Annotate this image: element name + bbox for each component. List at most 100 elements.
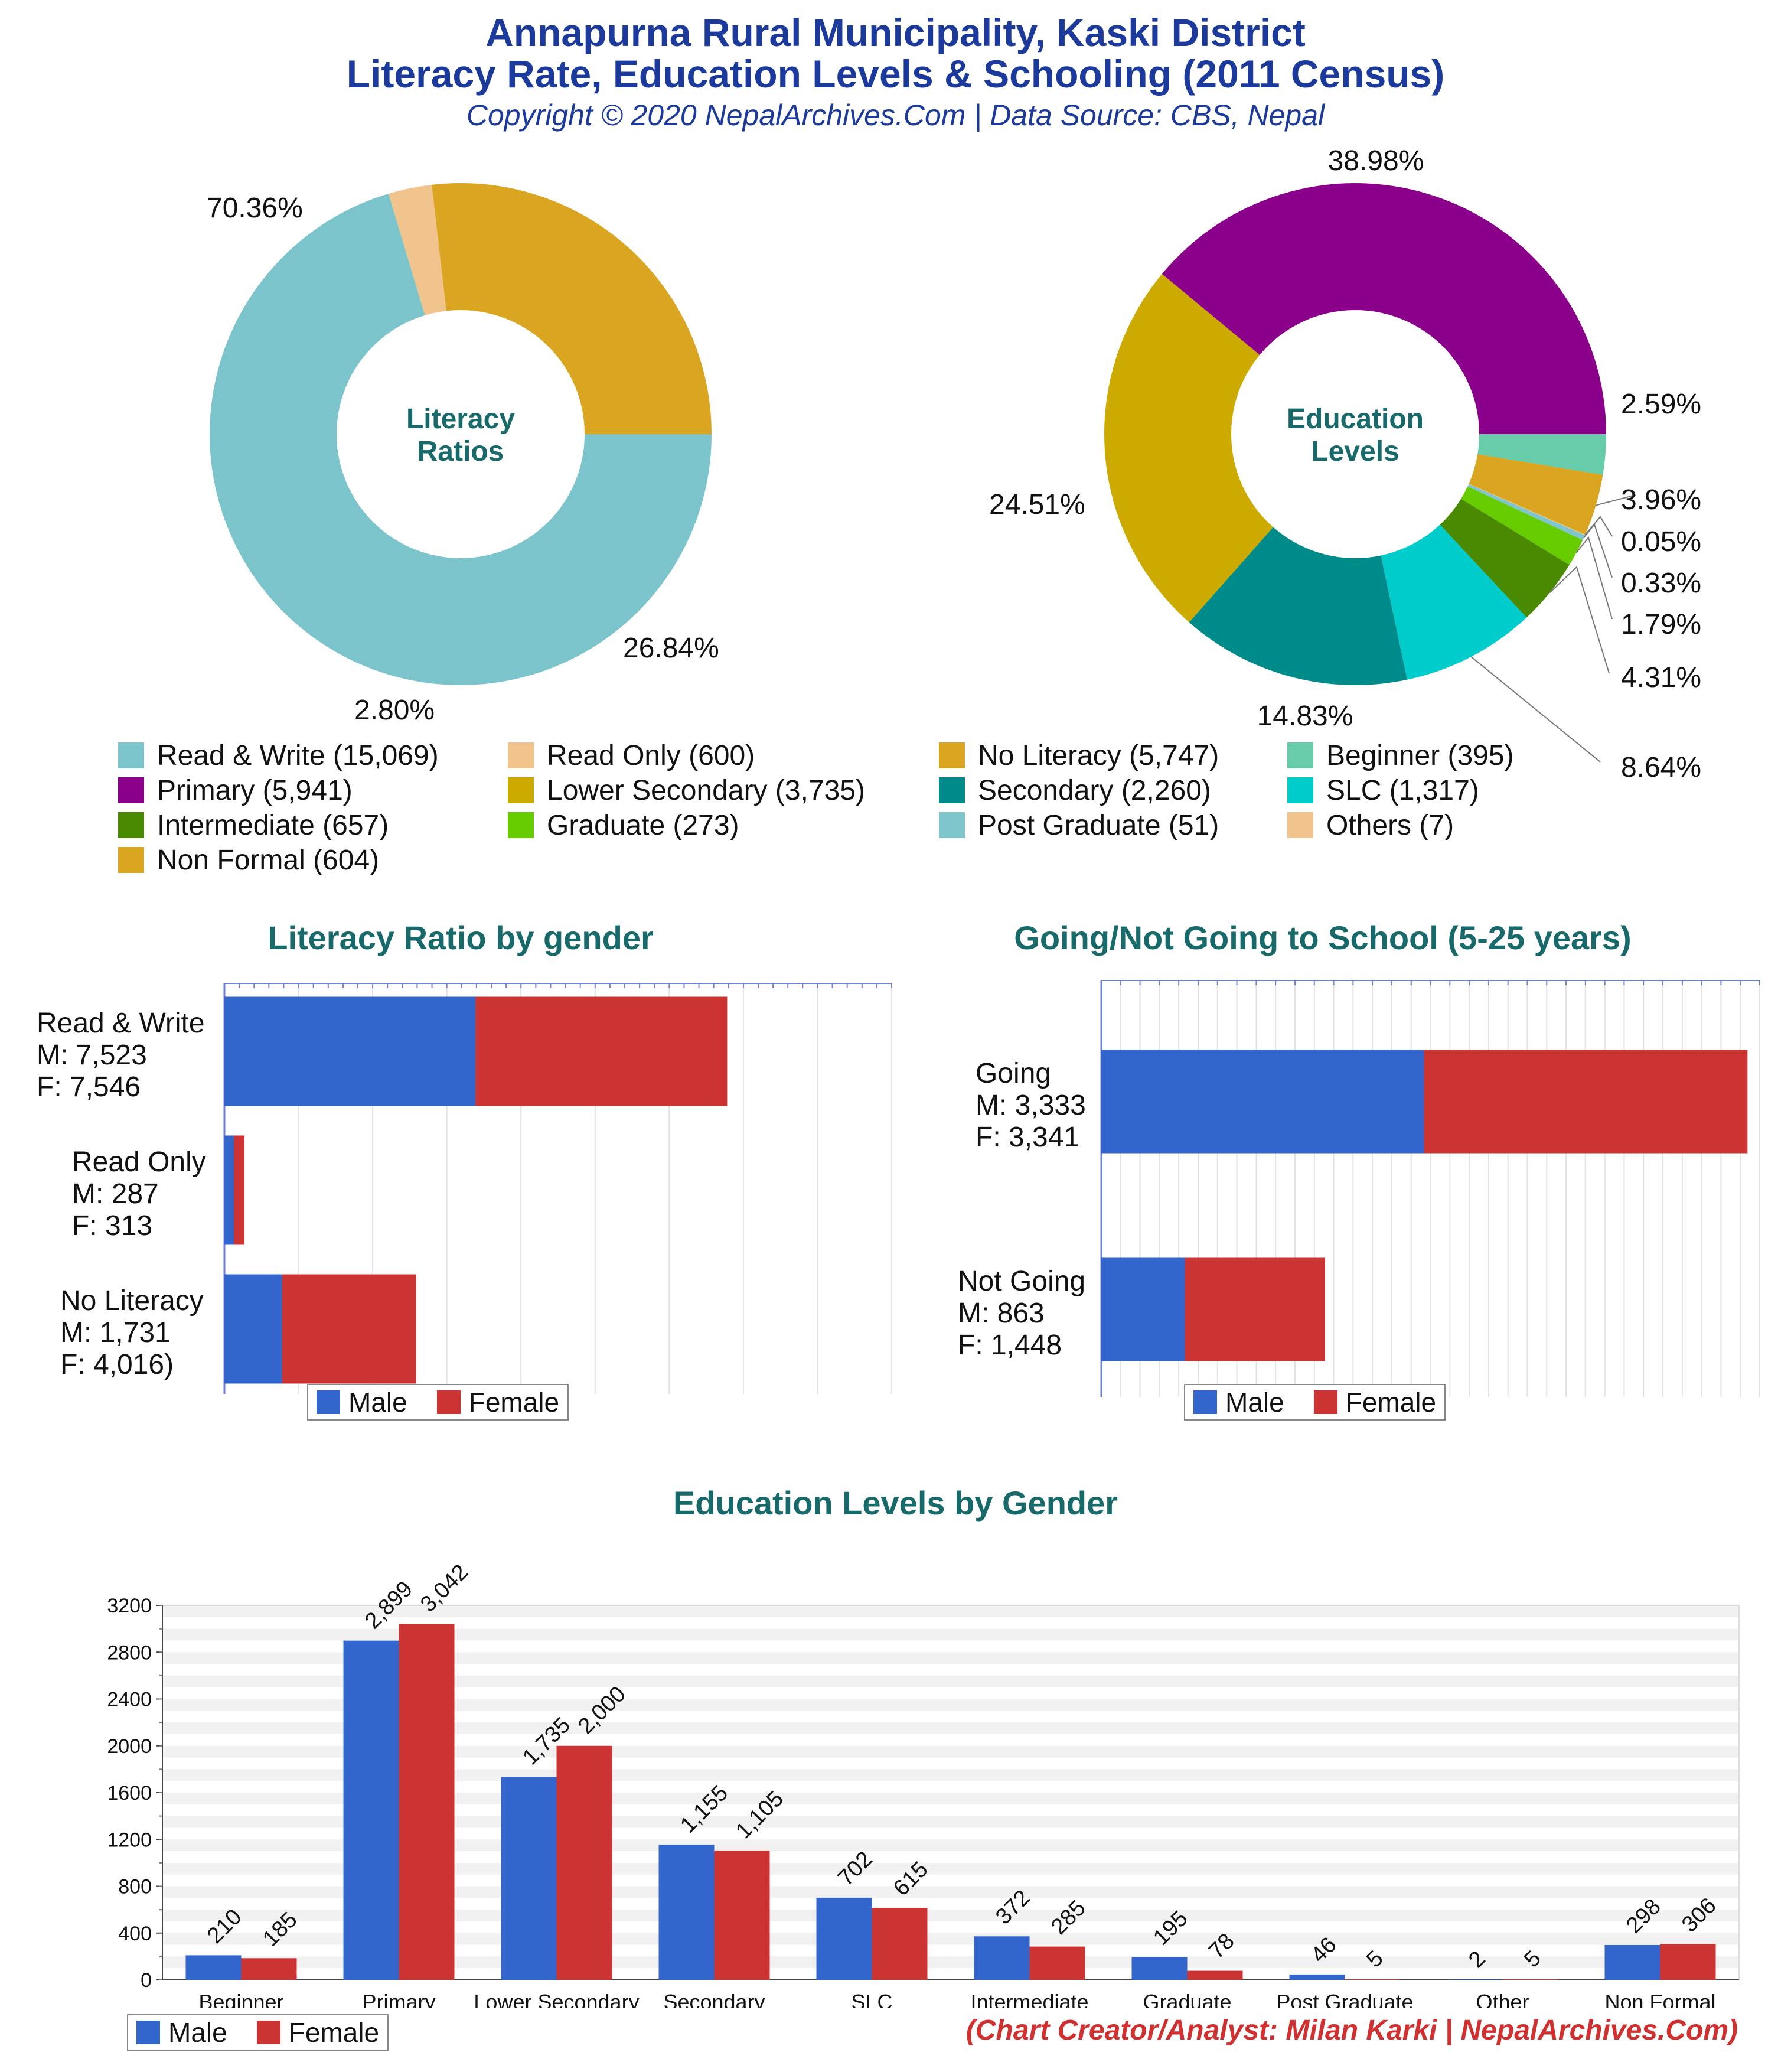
grid-band xyxy=(162,1628,1739,1641)
pct-label-beginner: 2.59% xyxy=(1621,389,1701,420)
legend-swatch xyxy=(508,742,534,768)
bar-male-non-formal xyxy=(1604,1944,1660,1980)
bar-male-lower-secondary xyxy=(501,1777,557,1980)
legend-item-primary: Primary (5,941) xyxy=(118,774,353,807)
category-label: M: 863 xyxy=(958,1298,1045,1329)
grid-band xyxy=(162,1699,1739,1711)
pct-label-read-only: 2.80% xyxy=(354,695,435,726)
female-legend-label: Female xyxy=(468,1387,560,1418)
leader-line-non-formal xyxy=(1596,494,1636,506)
legend-label: Primary (5,941) xyxy=(157,775,353,806)
x-tick-label: Other xyxy=(1476,1990,1529,2008)
y-tick-label: 2800 xyxy=(107,1641,152,1664)
legend-label: Non Formal (604) xyxy=(157,845,380,876)
bar-male-not-going xyxy=(1101,1257,1185,1361)
legend-swatch xyxy=(508,777,534,803)
slice-intermediate xyxy=(1440,499,1570,618)
page-title-line1: Annapurna Rural Municipality, Kaski Dist… xyxy=(485,11,1306,54)
category-label: F: 7,546 xyxy=(37,1071,141,1103)
female-legend-label: Female xyxy=(288,2017,380,2048)
y-tick-label: 800 xyxy=(118,1876,152,1898)
category-label: M: 1,731 xyxy=(60,1317,171,1348)
page-title-line2: Literacy Rate, Education Levels & School… xyxy=(346,52,1445,96)
legend-swatch xyxy=(118,812,144,838)
category-label: No Literacy xyxy=(60,1285,204,1317)
donut-center-label: Ratios xyxy=(417,436,504,467)
legend-label: SLC (1,317) xyxy=(1326,775,1479,806)
bar-male-intermediate xyxy=(974,1936,1030,1980)
y-tick-label: 1200 xyxy=(107,1829,152,1851)
legend-item-no-literacy: No Literacy (5,747) xyxy=(939,739,1219,772)
bar-male-read-only xyxy=(224,1135,234,1245)
male-legend-label: Male xyxy=(1225,1387,1284,1418)
x-tick-label: Beginner xyxy=(198,1990,283,2008)
leader-line-post-graduate xyxy=(1583,523,1613,578)
legend-item-post-graduate: Post Graduate (51) xyxy=(939,809,1219,842)
y-tick-label: 0 xyxy=(141,1969,152,1992)
chart-credit: (Chart Creator/Analyst: Milan Karki | Ne… xyxy=(965,2015,1738,2046)
y-tick-label: 1600 xyxy=(107,1782,152,1804)
bar-male-slc xyxy=(816,1897,872,1980)
bar-female-other xyxy=(1502,1979,1558,1980)
slice-post-graduate xyxy=(1467,484,1585,540)
pct-label-secondary: 14.83% xyxy=(1257,701,1353,732)
x-tick-label: Secondary xyxy=(663,1990,765,2008)
bar-female-secondary xyxy=(714,1851,770,1980)
leader-line-intermediate xyxy=(1549,566,1610,674)
education-gender-legend: Male Female xyxy=(127,2014,389,2051)
bar-male-secondary xyxy=(658,1845,715,1980)
category-label: F: 313 xyxy=(72,1210,152,1242)
male-swatch xyxy=(317,1390,340,1414)
legend-label: Graduate (273) xyxy=(547,810,739,841)
bar-male-post-graduate xyxy=(1289,1974,1345,1980)
legend-swatch xyxy=(939,812,965,838)
legend-label: Lower Secondary (3,735) xyxy=(547,775,865,806)
legend-swatch xyxy=(118,847,144,873)
legend-label: Intermediate (657) xyxy=(157,810,389,841)
slice-beginner xyxy=(1477,434,1606,475)
category-label: Not Going xyxy=(958,1266,1085,1297)
legend-item-non-formal: Non Formal (604) xyxy=(118,844,379,877)
leader-line-slc xyxy=(1470,656,1601,763)
pct-label-post-graduate: 0.33% xyxy=(1621,568,1701,599)
x-tick-label: Post Graduate xyxy=(1276,1990,1413,2008)
grid-band xyxy=(162,1605,1739,1617)
legend-swatch xyxy=(939,777,965,803)
female-swatch xyxy=(256,2021,280,2044)
data-label-male-non-formal: 298 xyxy=(1622,1894,1666,1939)
legend-item-slc: SLC (1,317) xyxy=(1287,774,1479,807)
pct-label-primary: 38.98% xyxy=(1328,145,1424,177)
bar-male-primary xyxy=(343,1640,399,1980)
bar-female-beginner xyxy=(241,1958,297,1980)
y-tick-label: 2000 xyxy=(107,1735,152,1758)
legend-label: Read & Write (15,069) xyxy=(157,740,439,771)
bar-female-not-going xyxy=(1185,1257,1325,1361)
category-label: M: 7,523 xyxy=(37,1040,147,1071)
legend-swatch xyxy=(1287,742,1313,768)
y-tick-label: 2400 xyxy=(107,1689,152,1711)
pct-label-no-literacy: 26.84% xyxy=(623,633,719,664)
education-gender-chart-title: Education Levels by Gender xyxy=(673,1484,1118,1522)
x-tick-label: Intermediate xyxy=(970,1990,1088,2008)
bar-female-intermediate xyxy=(1029,1946,1085,1980)
male-legend-label: Male xyxy=(168,2017,227,2048)
x-tick-label: Primary xyxy=(363,1990,436,2008)
x-tick-label: Graduate xyxy=(1143,1990,1231,2008)
bar-female-graduate xyxy=(1187,1970,1243,1980)
slice-secondary xyxy=(1189,527,1408,685)
slice-lower-secondary xyxy=(1104,273,1274,623)
slice-non-formal xyxy=(1469,454,1603,535)
slice-slc xyxy=(1381,524,1527,680)
pct-label-lower-secondary: 24.51% xyxy=(989,489,1085,520)
x-tick-label: SLC xyxy=(851,1990,892,2008)
donut-center-label: Levels xyxy=(1311,436,1399,467)
y-tick-label: 400 xyxy=(118,1923,152,1945)
category-label: Going xyxy=(976,1058,1051,1089)
grid-band xyxy=(162,1675,1739,1687)
literacy-gender-chart-title: Literacy Ratio by gender xyxy=(267,919,654,956)
data-label-female-intermediate: 285 xyxy=(1046,1895,1091,1940)
legend-swatch xyxy=(939,742,965,768)
bar-female-read-only xyxy=(234,1135,244,1245)
